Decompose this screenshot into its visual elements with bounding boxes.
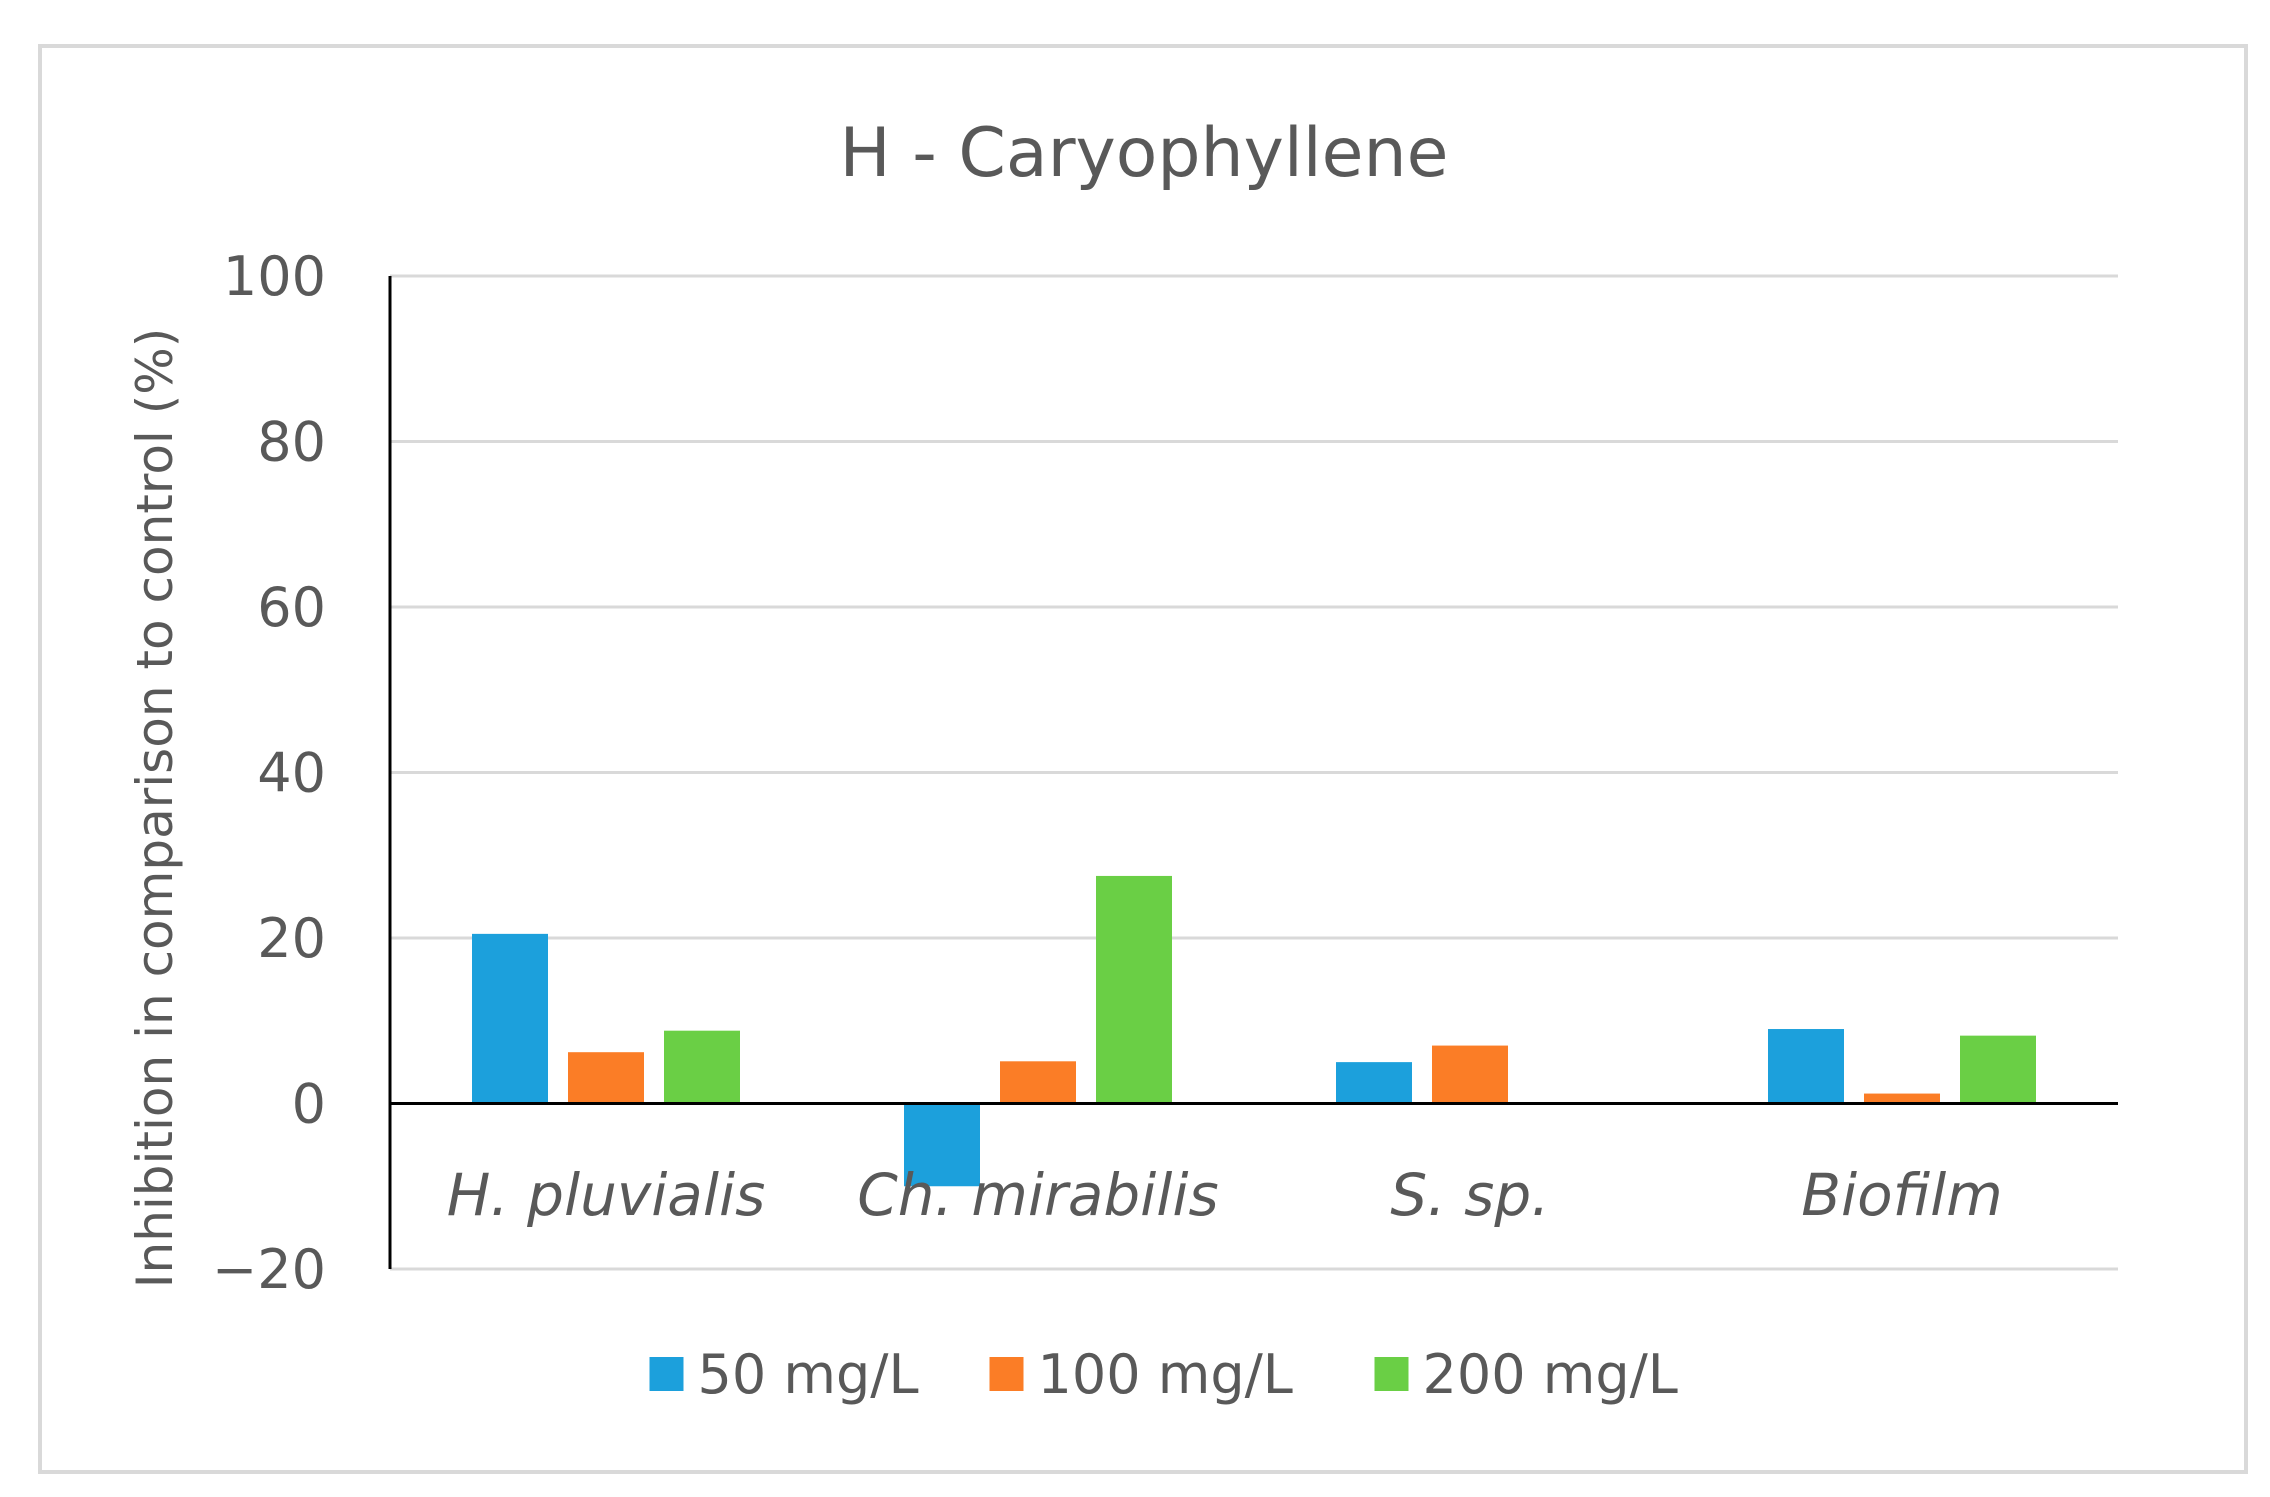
x-tick-label: Ch. mirabilis — [857, 1161, 1219, 1229]
x-tick-label: H. pluvialis — [447, 1161, 766, 1229]
y-tick-label: −20 — [212, 1238, 326, 1301]
legend-swatch — [1374, 1357, 1409, 1391]
y-tick-label: 60 — [257, 576, 326, 639]
bar — [1096, 875, 1172, 1104]
bars — [472, 875, 2036, 1187]
bar — [472, 933, 548, 1104]
legend-label: 100 mg/L — [1038, 1343, 1293, 1406]
legend-label: 50 mg/L — [698, 1343, 919, 1406]
bar — [568, 1052, 644, 1104]
chart-frame — [38, 44, 2248, 1474]
chart-title: H - Caryophyllene — [840, 114, 1449, 193]
axes — [388, 276, 2118, 1269]
bar — [1960, 1035, 2036, 1104]
bar — [1768, 1029, 1844, 1104]
bar — [904, 1103, 980, 1187]
bar — [1000, 1061, 1076, 1104]
y-tick-label: 0 — [292, 1073, 326, 1136]
legend-label: 200 mg/L — [1423, 1343, 1678, 1406]
legend-swatch — [989, 1357, 1024, 1391]
bar — [1432, 1045, 1508, 1104]
x-tick-label: Biofilm — [1801, 1161, 2002, 1229]
bar — [1336, 1062, 1412, 1104]
y-axis-label: Inhibition in comparison to control (%) — [126, 328, 184, 1288]
legend: 50 mg/L 100 mg/L 200 mg/L — [649, 1343, 1678, 1406]
bar — [664, 1030, 740, 1104]
y-tick-label: 100 — [223, 245, 326, 308]
gridlines — [390, 274, 2118, 1271]
x-tick-label: S. sp. — [1390, 1161, 1549, 1229]
legend-swatch — [649, 1357, 684, 1391]
bar — [1864, 1093, 1940, 1104]
y-tick-label: 20 — [257, 907, 326, 970]
y-tick-label: 40 — [257, 742, 326, 805]
x-tick-labels: H. pluvialis Ch. mirabilis S. sp. Biofilm — [447, 1161, 2003, 1229]
y-tick-labels: 100 80 60 40 20 0 −20 — [212, 245, 326, 1301]
y-tick-label: 80 — [257, 411, 326, 474]
